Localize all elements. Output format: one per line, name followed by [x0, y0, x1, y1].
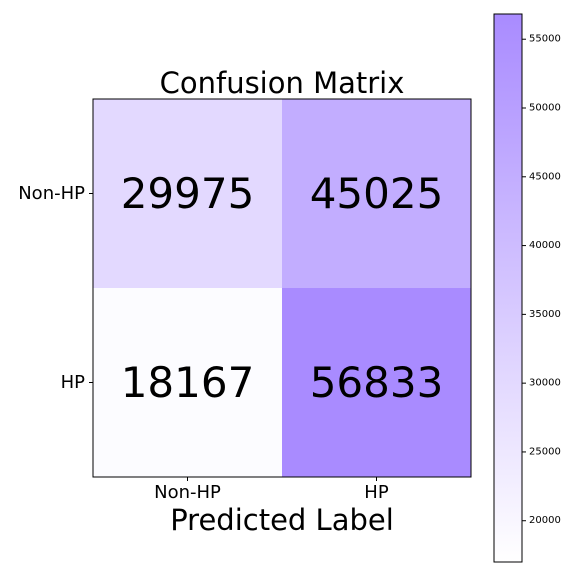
plot-frame	[92, 98, 472, 478]
heatmap-cell-1-1	[282, 288, 471, 477]
heatmap-cell-1-0	[93, 288, 282, 477]
cell-value-label-0-0: 29975	[121, 169, 255, 218]
heatmap-cell-0-1	[282, 99, 471, 288]
x-tick-label: HP	[364, 482, 389, 503]
chart-title: Confusion Matrix	[160, 66, 405, 100]
y-axis-ticks: Non-HP HP	[18, 183, 93, 393]
y-tick-label: Non-HP	[18, 183, 85, 204]
y-tick-label: HP	[61, 372, 86, 393]
colorbar	[493, 13, 523, 563]
colorbar-tick-label: 45000	[529, 171, 561, 182]
colorbar-ticks: 20000 25000 30000 35000 40000 45000 50000 55000	[522, 34, 561, 526]
cell-value-label-1-0: 18167	[121, 358, 255, 407]
colorbar-tick-label: 35000	[529, 309, 561, 320]
heatmap-cell-0-0	[93, 99, 282, 288]
colorbar-tick-label: 20000	[529, 515, 561, 526]
cell-value-label-1-1: 56833	[310, 358, 444, 407]
colorbar-tick-label: 25000	[529, 446, 561, 457]
x-tick-label: Non-HP	[154, 482, 221, 503]
colorbar-tick-label: 50000	[529, 103, 561, 114]
cell-value-label-0-1: 45025	[310, 169, 444, 218]
heatmap-cells	[93, 99, 471, 477]
x-axis-label: Predicted Label	[170, 503, 394, 537]
colorbar-tick-label: 30000	[529, 378, 561, 389]
x-axis-ticks: Non-HP HP	[154, 477, 389, 503]
heatmap-cell-labels: 29975 45025 18167 56833	[121, 169, 444, 407]
colorbar-tick-label: 40000	[529, 240, 561, 251]
colorbar-tick-label: 55000	[529, 34, 561, 45]
